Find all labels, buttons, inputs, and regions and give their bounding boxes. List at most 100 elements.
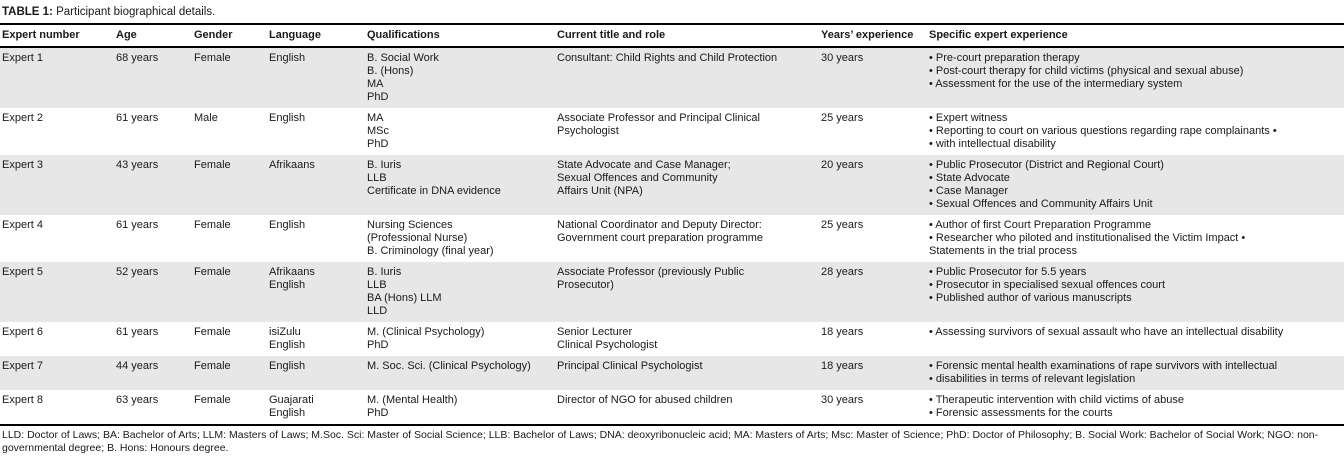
title-role-cell: National Coordinator and Deputy Director… xyxy=(553,219,817,258)
title-role-cell: Director of NGO for abused children xyxy=(553,394,817,420)
cell-line: 18 years xyxy=(821,326,864,338)
cell-line: B. Iuris xyxy=(367,159,402,171)
expert-number-cell: Expert 3 xyxy=(0,159,112,211)
age-cell: 68 years xyxy=(112,52,190,104)
years-experience-cell: 18 years xyxy=(817,326,925,352)
age-cell: 43 years xyxy=(112,159,190,211)
qualifications-cell: B. Iuris LLB Certificate in DNA evidence xyxy=(363,159,553,211)
cell-line: English xyxy=(269,279,306,291)
table-row: Expert 3 43 years Female Afrikaans B. Iuris L… xyxy=(0,155,1344,215)
title-role-cell: Associate Professor (previously Public Pr… xyxy=(553,266,817,318)
cell-line: Afrikaans xyxy=(269,159,315,171)
specific-experience-cell: • Pre-court preparation therapy • Post-co… xyxy=(925,52,1344,104)
cell-line: M. (Clinical Psychology) xyxy=(367,326,485,338)
years-experience-cell: 25 years xyxy=(817,112,925,151)
cell-line: Nursing Sciences xyxy=(367,219,453,231)
header-age: Age xyxy=(116,29,137,41)
table-row: Expert 7 44 years Female English M. Soc. Sci… xyxy=(0,356,1344,390)
header-expert-number: Expert number xyxy=(2,29,80,41)
header-years-experience: Years’ experience xyxy=(821,29,914,41)
header-language: Language xyxy=(269,29,321,41)
table-row: Expert 8 63 years Female Guajarati English M.… xyxy=(0,390,1344,424)
cell-line: 52 years xyxy=(116,266,159,278)
header-gender: Gender xyxy=(194,29,233,41)
cell-line: 61 years xyxy=(116,326,159,338)
cell-line: 68 years xyxy=(116,52,159,64)
cell-line: Certificate in DNA evidence xyxy=(367,185,501,197)
cell-line: Female xyxy=(194,159,231,171)
cell-line: M. Soc. Sci. (Clinical Psychology) xyxy=(367,360,531,372)
cell-line: 43 years xyxy=(116,159,159,171)
cell-line: 25 years xyxy=(821,219,864,231)
cell-line: Expert 6 xyxy=(2,326,43,338)
cell-line: isiZulu xyxy=(269,326,301,338)
cell-line: Afrikaans xyxy=(269,266,315,278)
language-cell: isiZulu English xyxy=(265,326,363,352)
cell-line: • Author of first Court Preparation Prog… xyxy=(929,219,1152,231)
cell-line: MA xyxy=(367,112,384,124)
cell-line: Guajarati xyxy=(269,394,314,406)
cell-line: • Sexual Offences and Community Affairs … xyxy=(929,198,1153,210)
table-row: Expert 6 61 years Female isiZulu English M. (… xyxy=(0,322,1344,356)
specific-experience-cell: • Public Prosecutor (District and Region… xyxy=(925,159,1344,211)
language-cell: English xyxy=(265,360,363,386)
table-row: Expert 2 61 years Male English MA MSc PhD Assoc… xyxy=(0,108,1344,155)
cell-line: Expert 1 xyxy=(2,52,43,64)
gender-cell: Male xyxy=(190,112,265,151)
cell-line: (Professional Nurse) xyxy=(367,232,468,244)
cell-line: Male xyxy=(194,112,218,124)
cell-line: MSc xyxy=(367,125,389,137)
cell-line: 30 years xyxy=(821,52,864,64)
cell-line: Female xyxy=(194,219,231,231)
specific-experience-cell: • Public Prosecutor for 5.5 years • Prose… xyxy=(925,266,1344,318)
cell-line: Principal Clinical Psychologist xyxy=(557,360,703,372)
cell-line: • Forensic assessments for the courts xyxy=(929,407,1113,419)
expert-number-cell: Expert 8 xyxy=(0,394,112,420)
cell-line: Sexual Offences and Community xyxy=(557,172,718,184)
language-cell: Afrikaans English xyxy=(265,266,363,318)
qualifications-cell: Nursing Sciences (Professional Nurse) B. C… xyxy=(363,219,553,258)
cell-line: • Therapeutic intervention with child vi… xyxy=(929,394,1184,406)
cell-line: LLD xyxy=(367,305,388,317)
cell-line: • State Advocate xyxy=(929,172,1010,184)
cell-line: Prosecutor) xyxy=(557,279,614,291)
cell-line: Expert 5 xyxy=(2,266,43,278)
header-qualifications: Qualifications xyxy=(367,29,440,41)
expert-number-cell: Expert 6 xyxy=(0,326,112,352)
cell-line: English xyxy=(269,52,306,64)
cell-line: Expert 3 xyxy=(2,159,43,171)
cell-line: Clinical Psychologist xyxy=(557,339,658,351)
expert-number-cell: Expert 4 xyxy=(0,219,112,258)
specific-experience-cell: • Forensic mental health examinations of… xyxy=(925,360,1344,386)
cell-line: PhD xyxy=(367,339,389,351)
cell-line: • Expert witness xyxy=(929,112,1008,124)
specific-experience-cell: • Therapeutic intervention with child vi… xyxy=(925,394,1344,420)
specific-experience-cell: • Author of first Court Preparation Prog… xyxy=(925,219,1344,258)
cell-line: • Researcher who piloted and institution… xyxy=(929,232,1246,244)
cell-line: • disabilities in terms of relevant legi… xyxy=(929,373,1136,385)
cell-line: English xyxy=(269,112,306,124)
years-experience-cell: 20 years xyxy=(817,159,925,211)
age-cell: 44 years xyxy=(112,360,190,386)
years-experience-cell: 28 years xyxy=(817,266,925,318)
cell-line: • Assessment for the use of the intermed… xyxy=(929,78,1183,90)
cell-line: Government court preparation programme xyxy=(557,232,764,244)
cell-line: 30 years xyxy=(821,394,864,406)
age-cell: 63 years xyxy=(112,394,190,420)
cell-line: English xyxy=(269,360,306,372)
header-current-title: Current title and role xyxy=(557,29,666,41)
cell-line: 61 years xyxy=(116,112,159,124)
specific-experience-cell: • Expert witness • Reporting to court on … xyxy=(925,112,1344,151)
cell-line: B. Iuris xyxy=(367,266,402,278)
table-row: Expert 4 61 years Female English Nursing Sci… xyxy=(0,215,1344,262)
cell-line: MA xyxy=(367,78,384,90)
gender-cell: Female xyxy=(190,394,265,420)
cell-line: English xyxy=(269,339,306,351)
cell-line: • Forensic mental health examinations of… xyxy=(929,360,1278,372)
title-role-cell: Principal Clinical Psychologist xyxy=(553,360,817,386)
cell-line: Senior Lecturer xyxy=(557,326,633,338)
cell-line: English xyxy=(269,407,306,419)
cell-line: • Post-court therapy for child victims (… xyxy=(929,65,1244,77)
cell-line: Expert 8 xyxy=(2,394,43,406)
qualifications-cell: M. (Clinical Psychology) PhD xyxy=(363,326,553,352)
